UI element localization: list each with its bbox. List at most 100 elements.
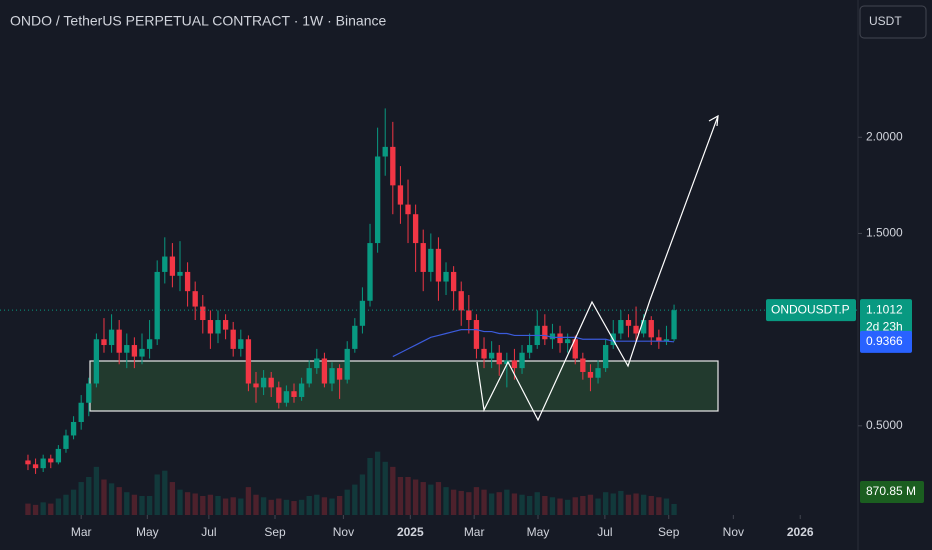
volume-bar — [428, 484, 434, 515]
candle-body — [504, 360, 510, 365]
x-tick-label: 2025 — [397, 525, 424, 539]
candle-body — [139, 348, 145, 357]
countdown: 2d 23h — [866, 319, 903, 333]
volume-bar — [116, 487, 122, 515]
y-tick-label: 0.5000 — [866, 418, 903, 432]
volume-bar — [253, 494, 259, 515]
candle-body — [671, 310, 677, 340]
candle-body — [101, 339, 107, 346]
candle-body — [162, 256, 168, 272]
candle-body — [336, 368, 343, 380]
volume-bar — [146, 496, 153, 515]
candle-body — [450, 271, 457, 292]
candle-body — [352, 325, 358, 349]
volume-bar — [595, 498, 601, 515]
volume-bar — [245, 487, 252, 515]
volume-bar — [108, 483, 115, 515]
volume-bar — [618, 490, 624, 515]
moving-average — [392, 329, 675, 358]
candle-body — [580, 358, 586, 372]
volume-bar — [139, 496, 145, 515]
volume-bar — [671, 503, 677, 515]
candle-body — [549, 333, 556, 340]
candle-body — [93, 339, 100, 384]
symbol-box — [766, 299, 856, 322]
volume-box — [860, 481, 924, 503]
volume-bar — [496, 492, 502, 515]
x-tick-label: Jul — [597, 525, 612, 539]
volume-bar — [260, 497, 267, 515]
axis-layer: 0.5000 1.5000 2.0000 Mar May Jul Sep Nov 2025 Mar… — [71, 129, 924, 539]
volume-bar — [564, 499, 571, 515]
volume-bar — [648, 496, 654, 515]
arrow-head — [708, 114, 719, 127]
x-tick-label: May — [527, 525, 550, 539]
volume-bar — [640, 494, 647, 515]
candle-body — [78, 402, 84, 422]
volume-bar — [283, 499, 290, 515]
volume-bar — [192, 493, 198, 515]
candle-body — [466, 310, 472, 321]
volume-bar — [329, 498, 335, 515]
x-tick-label: Jul — [201, 525, 216, 539]
volume-bar — [101, 479, 107, 515]
y-tick-label: 2.0000 — [866, 129, 903, 143]
currency-button[interactable]: USDT — [859, 5, 927, 39]
candle-body — [230, 329, 236, 349]
volume-bar — [276, 498, 282, 515]
candle-body — [473, 320, 480, 349]
candle-body — [572, 339, 578, 359]
volume-bar — [352, 484, 358, 515]
candle-body — [222, 320, 229, 330]
volume-bar — [549, 497, 556, 515]
candle-body — [291, 391, 297, 397]
volume-bar — [511, 493, 518, 515]
volume-bar — [542, 496, 548, 515]
candle-body — [656, 337, 662, 342]
currency-button-label[interactable]: USDT — [869, 14, 902, 28]
candle-body — [70, 421, 77, 436]
volume-bar — [458, 490, 464, 515]
volume-bar — [177, 489, 183, 515]
candle-body — [192, 291, 198, 307]
candle-body — [519, 352, 525, 369]
volume-bar — [336, 496, 343, 515]
x-tick-label: Sep — [264, 525, 286, 539]
candle-body — [154, 271, 160, 340]
volume-bar — [238, 498, 244, 515]
volume-bar — [55, 498, 62, 515]
candle-body — [63, 435, 69, 449]
volume-bar — [610, 493, 616, 515]
candle-body — [238, 339, 244, 349]
volume-bar — [215, 496, 221, 515]
volume-bar — [154, 474, 160, 515]
x-tick-label: Mar — [464, 525, 485, 539]
x-tick-label: Sep — [658, 525, 680, 539]
candle-body — [344, 348, 350, 380]
currency-button-box[interactable] — [859, 5, 927, 39]
volume-bar — [93, 466, 100, 515]
candle-body — [435, 248, 442, 282]
candle-body — [428, 248, 434, 272]
volume-bar — [633, 493, 639, 515]
volume-bar — [63, 494, 69, 515]
volume-bar — [420, 482, 426, 515]
candle-body — [542, 325, 548, 340]
volume-bar — [268, 499, 274, 515]
volume-bar — [519, 494, 525, 515]
volume-bar — [131, 494, 138, 515]
candle-body — [564, 339, 571, 344]
candle-body — [131, 345, 138, 357]
volume-bar — [504, 489, 510, 515]
volume-bar — [602, 492, 609, 515]
volume-bar — [314, 494, 320, 515]
volume-bar — [70, 489, 77, 515]
volume-bar — [321, 497, 328, 515]
volume-bar — [367, 458, 373, 515]
candle-body — [488, 352, 495, 359]
volume-bar — [488, 493, 495, 515]
candle-body — [625, 320, 632, 326]
volume-bar — [48, 503, 54, 515]
